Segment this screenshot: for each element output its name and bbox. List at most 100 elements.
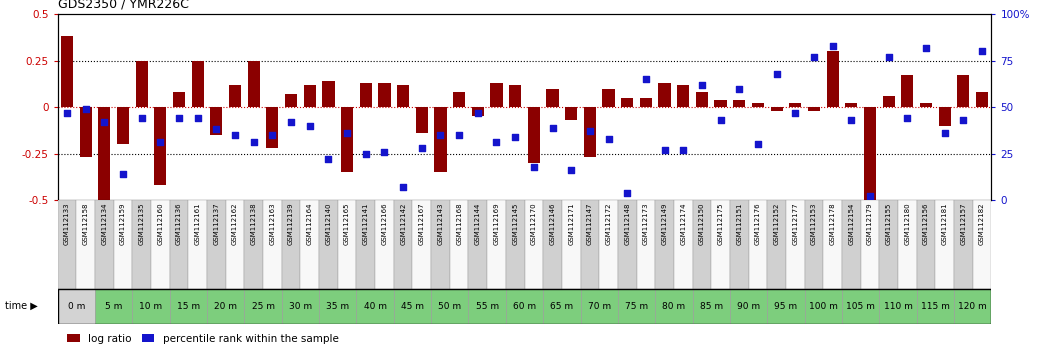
Text: GSM112176: GSM112176 <box>755 202 761 245</box>
Point <box>843 117 860 123</box>
Bar <box>211 107 222 135</box>
Text: 115 m: 115 m <box>921 302 949 311</box>
Bar <box>415 107 428 133</box>
Text: 15 m: 15 m <box>177 302 200 311</box>
Text: GSM112147: GSM112147 <box>586 202 593 245</box>
Bar <box>749 200 767 289</box>
Text: time ▶: time ▶ <box>5 301 38 311</box>
Bar <box>786 200 805 289</box>
Point <box>562 167 579 173</box>
Text: GSM112160: GSM112160 <box>157 202 164 245</box>
Text: GSM112170: GSM112170 <box>531 202 537 245</box>
Text: 5 m: 5 m <box>105 302 123 311</box>
Text: 35 m: 35 m <box>326 302 349 311</box>
Bar <box>357 200 376 289</box>
Text: 90 m: 90 m <box>737 302 761 311</box>
Point <box>825 43 841 48</box>
Bar <box>229 85 241 107</box>
Bar <box>80 107 91 157</box>
Point <box>712 117 729 123</box>
Bar <box>226 200 244 289</box>
Bar <box>285 94 297 107</box>
Bar <box>509 85 521 107</box>
Text: 85 m: 85 m <box>700 302 723 311</box>
Point <box>544 125 561 130</box>
Bar <box>58 289 95 324</box>
Bar <box>207 289 244 324</box>
Text: GDS2350 / YMR226C: GDS2350 / YMR226C <box>58 0 189 10</box>
Bar <box>842 289 879 324</box>
Bar <box>524 200 543 289</box>
Text: GSM112167: GSM112167 <box>419 202 425 245</box>
Point <box>936 130 952 136</box>
Bar <box>771 107 783 111</box>
Bar <box>244 289 282 324</box>
Bar <box>376 200 393 289</box>
Point <box>955 117 971 123</box>
Point <box>376 149 392 154</box>
Bar <box>584 107 596 157</box>
Bar <box>543 289 580 324</box>
Bar <box>882 96 895 107</box>
Text: 20 m: 20 m <box>214 302 237 311</box>
Text: GSM112169: GSM112169 <box>493 202 499 245</box>
Bar <box>319 289 357 324</box>
Text: GSM112159: GSM112159 <box>120 202 126 245</box>
Text: GSM112158: GSM112158 <box>83 202 89 245</box>
Point <box>600 136 617 142</box>
Bar <box>845 103 857 107</box>
Text: GSM112179: GSM112179 <box>866 202 873 245</box>
Point <box>507 134 523 139</box>
Point <box>657 147 673 153</box>
Point <box>526 164 542 169</box>
Bar <box>767 289 805 324</box>
Point <box>245 139 262 145</box>
Bar <box>192 61 204 107</box>
Point <box>581 129 598 134</box>
Bar <box>976 92 988 107</box>
Bar <box>618 200 637 289</box>
Bar <box>789 103 801 107</box>
Text: GSM112144: GSM112144 <box>475 202 480 245</box>
Bar <box>341 107 354 172</box>
Point <box>358 151 374 156</box>
Text: 10 m: 10 m <box>140 302 163 311</box>
Bar <box>282 289 319 324</box>
Point <box>227 132 243 138</box>
Bar <box>77 200 95 289</box>
Text: GSM112178: GSM112178 <box>830 202 836 245</box>
Bar <box>580 289 618 324</box>
Bar <box>487 200 506 289</box>
Point <box>97 119 112 125</box>
Bar <box>714 100 727 107</box>
Bar <box>621 98 634 107</box>
Point <box>731 86 748 91</box>
Bar <box>936 200 954 289</box>
Bar <box>170 200 189 289</box>
Bar <box>151 200 170 289</box>
Bar <box>469 200 487 289</box>
Point <box>114 171 131 177</box>
Bar <box>565 107 577 120</box>
Bar <box>132 289 170 324</box>
Bar <box>879 200 898 289</box>
Text: GSM112150: GSM112150 <box>699 202 705 245</box>
Text: 80 m: 80 m <box>662 302 685 311</box>
Point <box>432 132 449 138</box>
Point <box>301 123 318 129</box>
Text: 25 m: 25 m <box>252 302 275 311</box>
Bar <box>678 85 689 107</box>
Text: GSM112146: GSM112146 <box>550 202 556 245</box>
Bar <box>692 200 711 289</box>
Point <box>282 119 300 125</box>
Text: GSM112137: GSM112137 <box>213 202 219 245</box>
Bar <box>730 200 749 289</box>
Text: GSM112133: GSM112133 <box>64 202 70 245</box>
Bar <box>842 200 860 289</box>
Text: 45 m: 45 m <box>401 302 424 311</box>
Bar <box>730 289 767 324</box>
Bar <box>939 107 950 126</box>
Text: GSM112172: GSM112172 <box>605 202 612 245</box>
Text: 105 m: 105 m <box>847 302 875 311</box>
Point <box>619 190 636 195</box>
